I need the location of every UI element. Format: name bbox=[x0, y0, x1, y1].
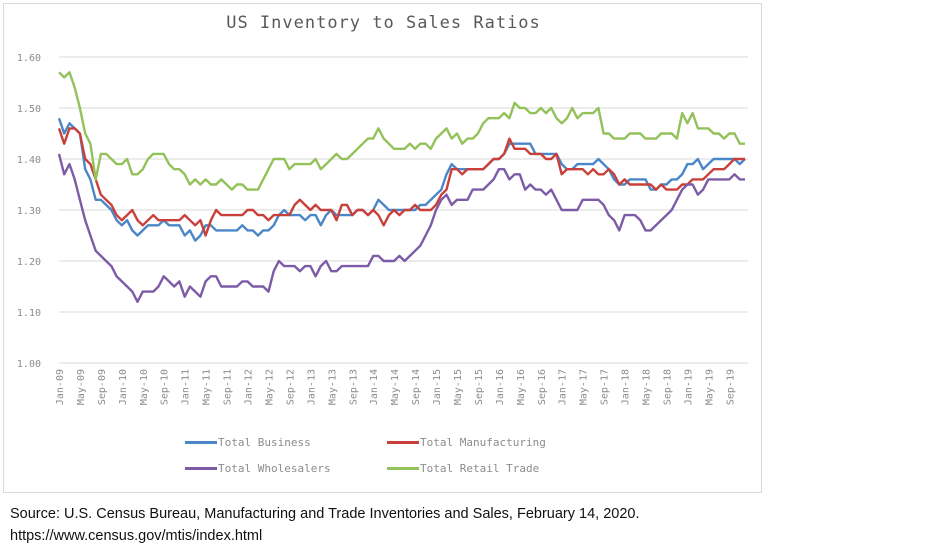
x-tick-label: Jan-16 bbox=[495, 369, 506, 405]
x-tick-label: May-15 bbox=[453, 369, 464, 405]
x-tick-label: Sep-16 bbox=[537, 369, 548, 405]
source-url: https://www.census.gov/mtis/index.html bbox=[10, 528, 263, 544]
legend-label: Total Wholesalers bbox=[218, 462, 331, 475]
legend-swatch bbox=[185, 441, 217, 444]
x-tick-label: Jan-14 bbox=[369, 369, 380, 405]
line-chart: 1.00 1.10 1.20 1.30 1.40 1.50 1.60 Jan-09 May-09… bbox=[17, 53, 748, 405]
x-tick-label: Jan-18 bbox=[621, 369, 632, 405]
x-tick-label: Jan-09 bbox=[55, 369, 66, 405]
y-tick-label: 1.20 bbox=[17, 257, 41, 268]
x-tick-label: Jan-12 bbox=[244, 369, 255, 405]
x-tick-label: Sep-09 bbox=[97, 369, 108, 405]
x-tick-label: May-18 bbox=[642, 369, 653, 405]
x-tick-label: Jan-17 bbox=[558, 369, 569, 405]
y-tick-label: 1.00 bbox=[17, 359, 41, 370]
legend-label: Total Business bbox=[218, 436, 311, 449]
legend-item-total-business: Total Business bbox=[185, 436, 311, 449]
x-tick-label: May-19 bbox=[704, 369, 715, 405]
x-tick-label: May-13 bbox=[327, 369, 338, 405]
legend-item-total-retail-trade: Total Retail Trade bbox=[387, 462, 539, 475]
x-tick-label: May-10 bbox=[139, 369, 150, 405]
chart-title: US Inventory to Sales Ratios bbox=[226, 13, 541, 33]
legend-swatch bbox=[387, 441, 419, 444]
source-citation: Source: U.S. Census Bureau, Manufacturin… bbox=[10, 506, 640, 522]
legend-label: Total Retail Trade bbox=[420, 462, 540, 475]
x-tick-label: Jan-13 bbox=[306, 369, 317, 405]
chart-container: US Inventory to Sales Ratios 1.00 1.10 1.2… bbox=[3, 3, 762, 493]
y-tick-label: 1.60 bbox=[17, 53, 41, 64]
legend-swatch bbox=[185, 467, 217, 470]
x-tick-label: Sep-12 bbox=[285, 369, 296, 405]
series-line-total-wholesalers bbox=[57, 153, 745, 303]
x-tick-label: Sep-19 bbox=[725, 369, 736, 405]
x-tick-label: May-17 bbox=[579, 369, 590, 405]
x-tick-label: May-12 bbox=[264, 369, 275, 405]
x-tick-label: May-11 bbox=[202, 369, 213, 405]
legend-item-total-manufacturing: Total Manufacturing bbox=[387, 436, 546, 449]
y-tick-label: 1.10 bbox=[17, 308, 41, 319]
x-tick-label: Jan-15 bbox=[432, 369, 443, 405]
source-note: Source: U.S. Census Bureau, Manufacturin… bbox=[10, 503, 640, 547]
x-tick-label: Sep-15 bbox=[474, 369, 485, 405]
x-tick-label: Jan-11 bbox=[181, 369, 192, 405]
series-line-total-manufacturing bbox=[57, 127, 745, 237]
x-tick-label: Sep-10 bbox=[160, 369, 171, 405]
series-line-total-retail-trade bbox=[58, 71, 745, 191]
x-tick-label: Sep-17 bbox=[600, 369, 611, 405]
x-tick-label: May-09 bbox=[76, 369, 87, 405]
y-tick-label: 1.30 bbox=[17, 206, 41, 217]
series-line-total-business bbox=[57, 117, 746, 242]
x-tick-label: Sep-14 bbox=[411, 369, 422, 405]
x-tick-label: May-16 bbox=[516, 369, 527, 405]
x-tick-label: Jan-10 bbox=[118, 369, 129, 405]
y-tick-label: 1.50 bbox=[17, 104, 41, 115]
x-tick-label: Sep-18 bbox=[662, 369, 673, 405]
legend-label: Total Manufacturing bbox=[420, 436, 546, 449]
x-tick-label: Sep-11 bbox=[223, 369, 234, 405]
x-tick-label: Jan-19 bbox=[683, 369, 694, 405]
x-tick-label: May-14 bbox=[390, 369, 401, 405]
legend-item-total-wholesalers: Total Wholesalers bbox=[185, 462, 331, 475]
x-tick-label: Sep-13 bbox=[348, 369, 359, 405]
y-tick-label: 1.40 bbox=[17, 155, 41, 166]
legend-swatch bbox=[387, 467, 419, 470]
